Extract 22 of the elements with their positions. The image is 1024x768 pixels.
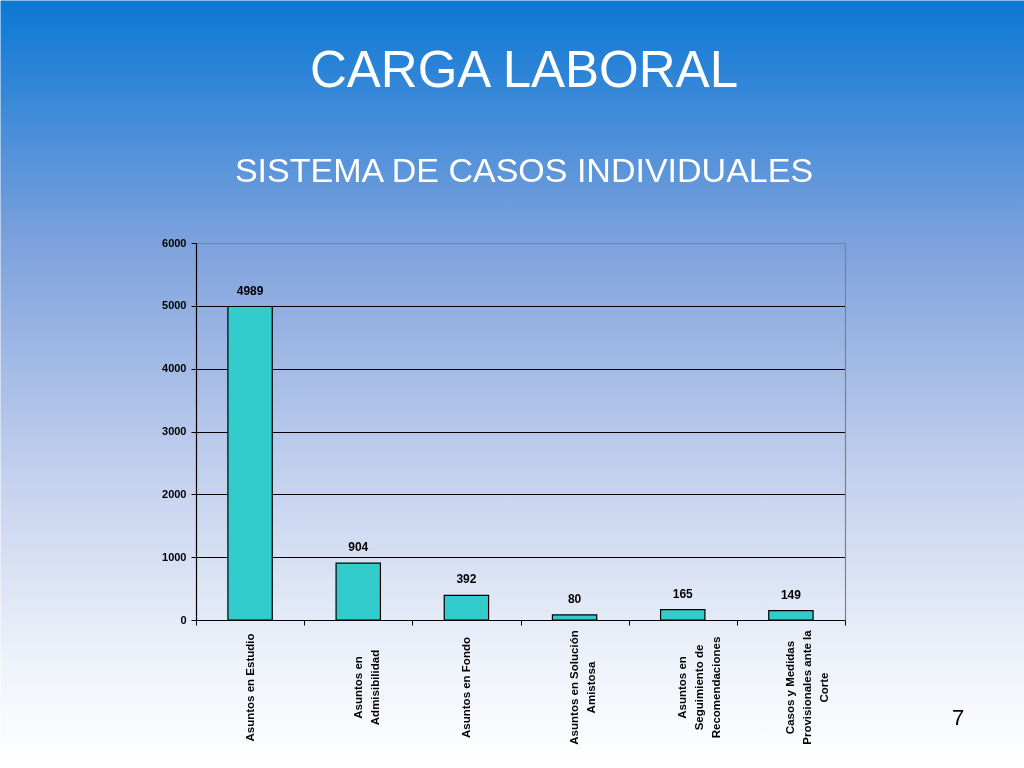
data-label: 392	[456, 572, 477, 587]
x-tick-label: Casos y Medidas Provisionales ante la Corte	[784, 629, 831, 745]
x-tick-label: Asuntos en Solución Amistosa	[568, 630, 598, 745]
y-tick-label: 4000	[162, 362, 187, 375]
data-label: 4989	[236, 283, 264, 298]
y-tick-label: 1000	[162, 550, 187, 563]
data-label: 80	[567, 591, 582, 606]
chart-title: CARGA LABORAL	[310, 41, 738, 98]
chart-subtitle: SISTEMA DE CASOS INDIVIDUALES	[234, 151, 814, 189]
x-tick-label: Asuntos en Fondo	[459, 637, 472, 738]
y-tick-label: 6000	[162, 236, 187, 249]
data-label: 904	[348, 540, 369, 555]
y-tick-label: 3000	[162, 425, 187, 437]
x-tick-label: Asuntos en Seguimiento de Recomendaciones	[676, 636, 723, 739]
y-tick-label: 0	[180, 613, 187, 626]
y-tick-label: 5000	[162, 299, 187, 312]
x-tick-label: Asuntos en Estudio	[243, 633, 256, 742]
x-tick-label: Asuntos en Admisibilidad	[351, 649, 381, 726]
data-label: 165	[672, 586, 694, 601]
y-tick-label: 2000	[162, 487, 187, 500]
text: 7	[951, 705, 965, 730]
data-label: 149	[780, 587, 802, 602]
